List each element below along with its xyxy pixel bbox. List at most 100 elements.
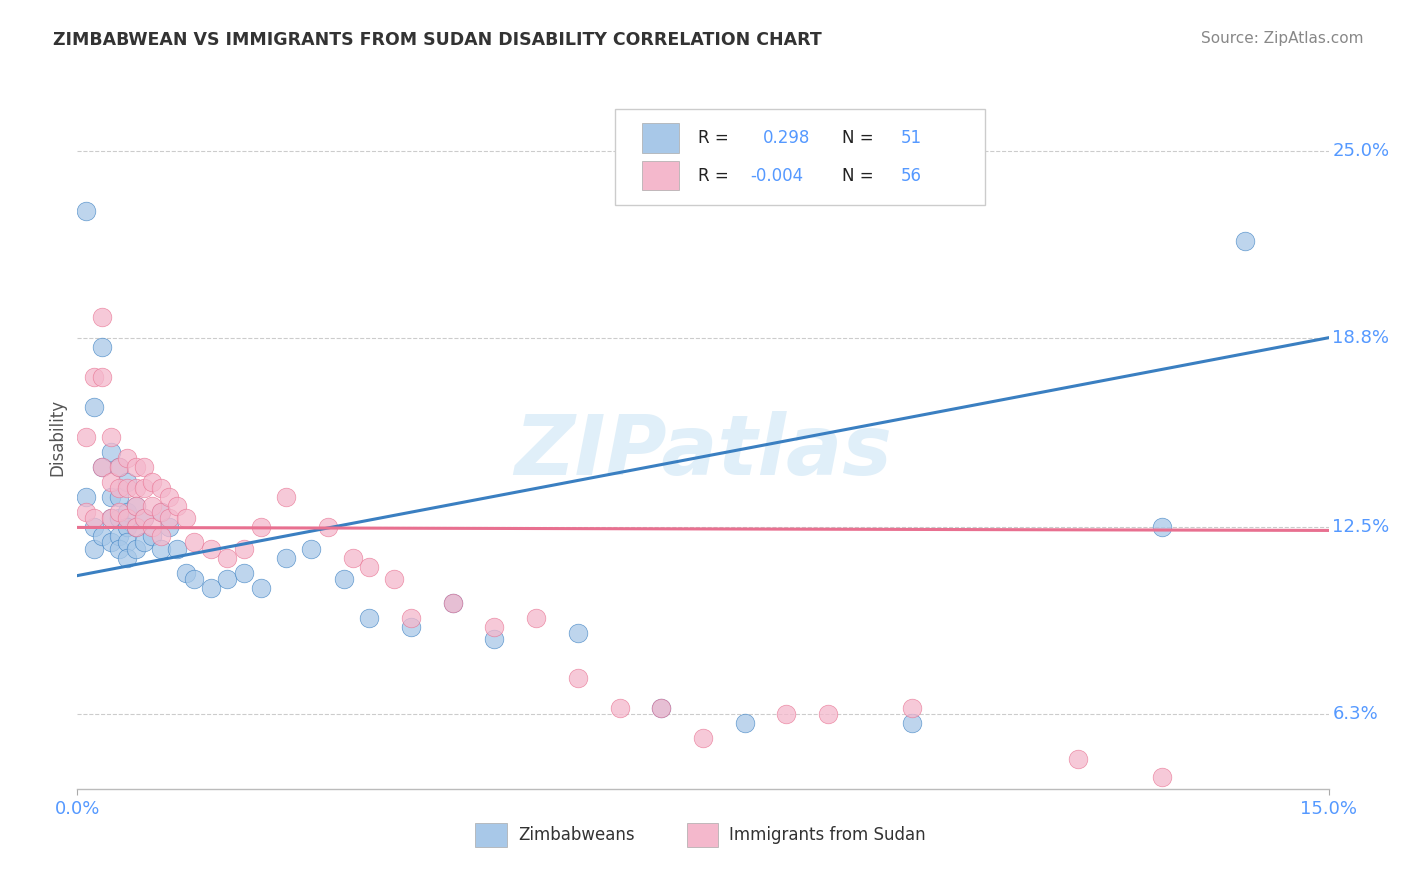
Text: N =: N = — [842, 129, 873, 147]
Point — [132, 511, 155, 525]
Point — [141, 500, 163, 514]
Point — [125, 541, 148, 556]
Point — [567, 625, 589, 640]
Point — [141, 475, 163, 490]
Point — [441, 596, 464, 610]
Point — [108, 460, 131, 475]
Point — [117, 550, 139, 565]
Y-axis label: Disability: Disability — [48, 399, 66, 475]
Point — [108, 511, 131, 525]
Point — [817, 707, 839, 722]
Point — [125, 520, 148, 534]
Point — [117, 505, 139, 519]
Point — [100, 535, 122, 549]
Point — [734, 716, 756, 731]
Point — [399, 620, 422, 634]
Point — [342, 550, 364, 565]
Point — [233, 566, 256, 580]
Point — [91, 529, 114, 543]
Point — [141, 529, 163, 543]
Point — [1234, 235, 1257, 249]
Point — [117, 451, 139, 466]
Point — [1067, 752, 1090, 766]
Text: 0.298: 0.298 — [763, 129, 810, 147]
Text: R =: R = — [697, 167, 728, 185]
Point — [166, 500, 188, 514]
Point — [183, 572, 205, 586]
Text: Source: ZipAtlas.com: Source: ZipAtlas.com — [1201, 31, 1364, 46]
Text: Immigrants from Sudan: Immigrants from Sudan — [730, 826, 927, 844]
Point — [149, 481, 172, 495]
FancyBboxPatch shape — [686, 822, 718, 847]
Point — [91, 340, 114, 354]
Point — [125, 500, 148, 514]
Point — [75, 430, 97, 444]
FancyBboxPatch shape — [641, 123, 679, 153]
Text: 6.3%: 6.3% — [1333, 706, 1378, 723]
Point — [83, 400, 105, 414]
Text: Zimbabweans: Zimbabweans — [517, 826, 634, 844]
Point — [399, 611, 422, 625]
Text: -0.004: -0.004 — [751, 167, 804, 185]
Point — [149, 529, 172, 543]
Point — [650, 701, 672, 715]
Point — [217, 550, 239, 565]
Point — [91, 460, 114, 475]
Point — [117, 475, 139, 490]
Point — [609, 701, 631, 715]
Point — [132, 535, 155, 549]
Text: 12.5%: 12.5% — [1333, 518, 1389, 536]
Text: 25.0%: 25.0% — [1333, 142, 1389, 160]
Point — [100, 430, 122, 444]
Text: ZIPatlas: ZIPatlas — [515, 410, 891, 491]
Point — [149, 505, 172, 519]
Point — [117, 535, 139, 549]
Point — [83, 520, 105, 534]
Point — [100, 445, 122, 459]
Point — [233, 541, 256, 556]
Text: 51: 51 — [901, 129, 922, 147]
Point — [775, 707, 797, 722]
Point — [75, 505, 97, 519]
Point — [100, 491, 122, 505]
Point — [91, 369, 114, 384]
Text: R =: R = — [697, 129, 728, 147]
Point — [692, 731, 714, 746]
Point — [125, 500, 148, 514]
Point — [117, 511, 139, 525]
Point — [250, 581, 273, 595]
Point — [200, 581, 222, 595]
Point — [166, 541, 188, 556]
Point — [316, 520, 339, 534]
Point — [274, 491, 297, 505]
Point — [900, 701, 922, 715]
FancyBboxPatch shape — [616, 110, 984, 204]
Text: 56: 56 — [901, 167, 922, 185]
Point — [132, 481, 155, 495]
Point — [157, 491, 180, 505]
Point — [108, 529, 131, 543]
Point — [100, 475, 122, 490]
Point — [100, 511, 122, 525]
Point — [117, 520, 139, 534]
Point — [274, 550, 297, 565]
Point — [125, 520, 148, 534]
Point — [91, 310, 114, 324]
Point — [108, 460, 131, 475]
FancyBboxPatch shape — [475, 822, 506, 847]
Point — [359, 559, 381, 574]
Point — [149, 541, 172, 556]
Point — [132, 460, 155, 475]
Text: N =: N = — [842, 167, 873, 185]
Point — [75, 491, 97, 505]
Point — [900, 716, 922, 731]
Point — [75, 204, 97, 219]
Point — [141, 520, 163, 534]
Point — [200, 541, 222, 556]
Point — [567, 671, 589, 685]
Point — [125, 481, 148, 495]
Text: ZIMBABWEAN VS IMMIGRANTS FROM SUDAN DISABILITY CORRELATION CHART: ZIMBABWEAN VS IMMIGRANTS FROM SUDAN DISA… — [53, 31, 823, 49]
Point — [441, 596, 464, 610]
Point — [108, 505, 131, 519]
Point — [359, 611, 381, 625]
